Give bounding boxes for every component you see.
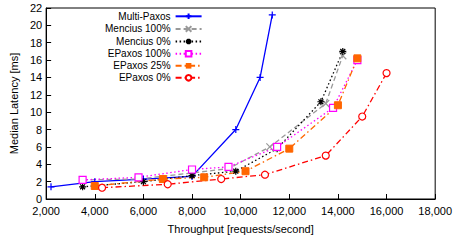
svg-text:8: 8 (36, 124, 42, 136)
svg-text:18,000: 18,000 (418, 205, 452, 217)
svg-text:6,000: 6,000 (130, 205, 158, 217)
svg-text:EPaxos 25%: EPaxos 25% (113, 60, 170, 71)
svg-text:Mencius 0%: Mencius 0% (116, 36, 171, 47)
svg-text:EPaxos 100%: EPaxos 100% (108, 48, 171, 59)
svg-text:12: 12 (30, 89, 42, 101)
svg-text:EPaxos 0%: EPaxos 0% (119, 72, 171, 83)
svg-text:14: 14 (30, 71, 42, 83)
svg-text:10,000: 10,000 (224, 205, 258, 217)
svg-text:0: 0 (36, 193, 42, 205)
svg-text:Median Latency [ms]: Median Latency [ms] (8, 53, 20, 155)
svg-text:10: 10 (30, 106, 42, 118)
svg-text:4: 4 (36, 158, 42, 170)
svg-text:16: 16 (30, 54, 42, 66)
svg-text:4,000: 4,000 (81, 205, 109, 217)
svg-text:20: 20 (30, 19, 42, 31)
svg-text:16,000: 16,000 (370, 205, 404, 217)
svg-text:2: 2 (36, 176, 42, 188)
svg-text:2,000: 2,000 (32, 205, 60, 217)
svg-text:Mencius 100%: Mencius 100% (105, 23, 171, 34)
svg-text:Throughput [requests/second]: Throughput [requests/second] (168, 223, 314, 235)
svg-text:14,000: 14,000 (321, 205, 355, 217)
svg-text:8,000: 8,000 (178, 205, 206, 217)
svg-text:6: 6 (36, 141, 42, 153)
svg-text:18: 18 (30, 37, 42, 49)
svg-text:Multi-Paxos: Multi-Paxos (118, 11, 170, 22)
svg-text:12,000: 12,000 (272, 205, 306, 217)
svg-text:22: 22 (30, 2, 42, 14)
